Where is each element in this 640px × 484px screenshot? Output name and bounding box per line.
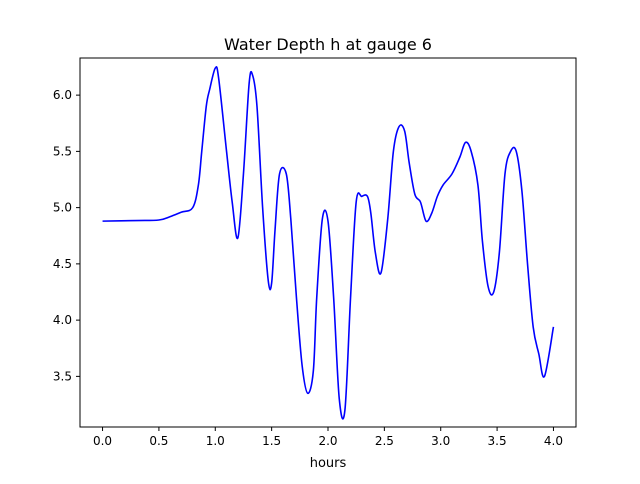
y-tick-label: 5.5	[53, 144, 72, 158]
x-tick-label: 3.0	[431, 434, 450, 448]
x-tick-label: 2.0	[318, 434, 337, 448]
y-tick-label: 4.5	[53, 257, 72, 271]
y-tick-label: 3.5	[53, 369, 72, 383]
x-tick-label: 0.0	[93, 434, 112, 448]
x-tick-label: 2.5	[375, 434, 394, 448]
x-axis-label: hours	[310, 456, 347, 471]
x-tick-label: 1.0	[206, 434, 225, 448]
y-tick-label: 4.0	[53, 313, 72, 327]
y-tick-label: 5.0	[53, 201, 72, 215]
chart-title: Water Depth h at gauge 6	[224, 35, 432, 54]
series-line-0	[102, 66, 555, 420]
y-tick-label: 6.0	[53, 88, 72, 102]
x-tick-label: 3.5	[488, 434, 507, 448]
x-tick-label: 4.0	[544, 434, 563, 448]
x-tick-label: 1.5	[262, 434, 281, 448]
x-tick-label: 0.5	[149, 434, 168, 448]
